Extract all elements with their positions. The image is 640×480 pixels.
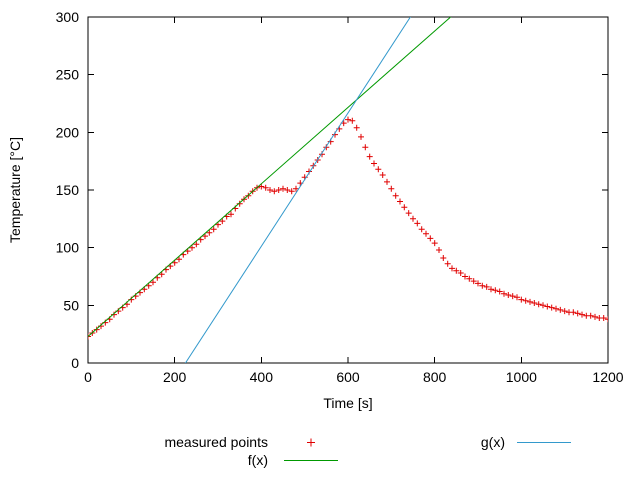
fit-line-gx (184, 17, 411, 363)
y-axis-label: Temperature [°C] (7, 137, 23, 243)
y-tick-label: 50 (63, 297, 79, 313)
ticks (87, 16, 609, 364)
y-tick-label: 150 (56, 182, 80, 198)
legend-label: measured points (164, 434, 268, 450)
y-tick-label: 0 (71, 355, 79, 371)
legend-label: f(x) (248, 452, 268, 468)
x-tick-label: 600 (336, 369, 360, 385)
fit-line-fx (88, 17, 452, 337)
measured-points (88, 116, 608, 340)
y-tick-label: 100 (56, 240, 80, 256)
plot-border (87, 16, 609, 364)
x-tick-label: 0 (84, 369, 92, 385)
legend-label: g(x) (481, 434, 505, 450)
y-tick-label: 250 (56, 67, 80, 83)
x-tick-label: 800 (423, 369, 447, 385)
x-tick-label: 1200 (592, 369, 623, 385)
y-tick-label: 300 (56, 9, 80, 25)
legend-plus-marker-icon (307, 438, 315, 447)
x-tick-label: 1000 (506, 369, 537, 385)
x-tick-label: 400 (250, 369, 274, 385)
y-tick-label: 200 (56, 124, 80, 140)
x-tick-label: 200 (163, 369, 187, 385)
x-axis-label: Time [s] (323, 395, 372, 411)
